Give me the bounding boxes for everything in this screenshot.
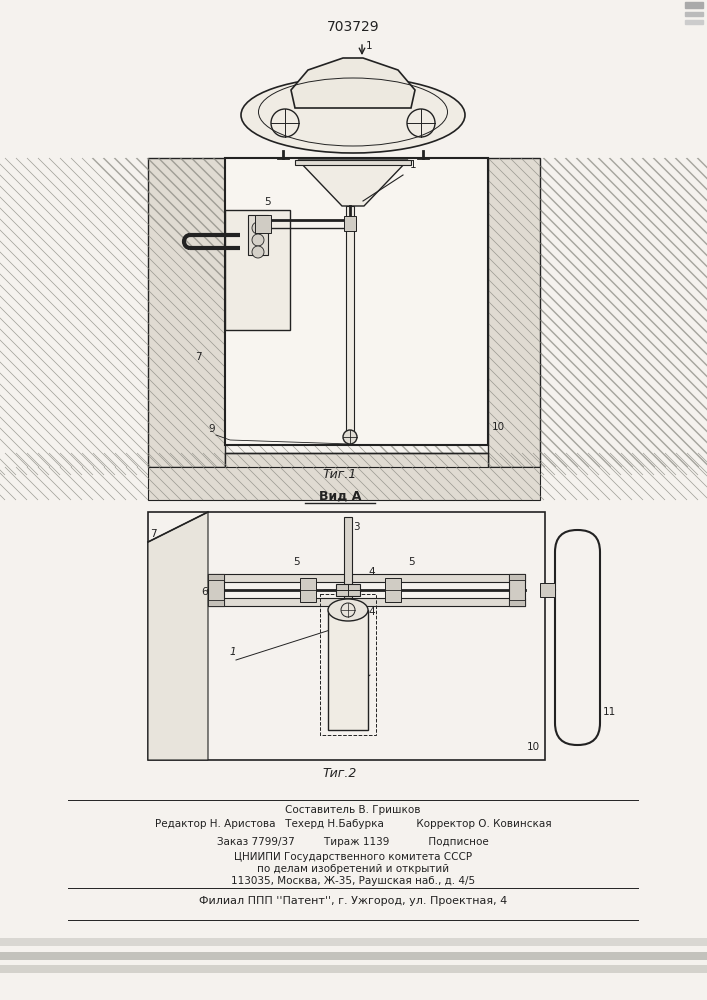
FancyBboxPatch shape xyxy=(555,530,600,745)
Bar xyxy=(320,594,376,735)
Text: Τиг.1: Τиг.1 xyxy=(323,468,357,481)
Bar xyxy=(509,574,525,606)
Bar xyxy=(344,517,352,598)
Bar xyxy=(0,938,707,946)
Text: 3: 3 xyxy=(353,522,360,532)
Bar xyxy=(344,216,356,231)
Text: 703729: 703729 xyxy=(327,20,380,34)
Text: 5: 5 xyxy=(264,197,271,207)
Bar xyxy=(336,584,360,596)
Polygon shape xyxy=(148,512,208,760)
Bar xyxy=(509,600,525,606)
Bar xyxy=(148,467,540,500)
Bar xyxy=(225,453,488,475)
Text: 4: 4 xyxy=(265,292,271,302)
Text: 2: 2 xyxy=(274,210,281,220)
Text: 6: 6 xyxy=(240,317,247,327)
Ellipse shape xyxy=(328,599,368,621)
Bar xyxy=(385,578,401,602)
Bar xyxy=(0,952,707,960)
Bar xyxy=(346,206,354,437)
Text: 3: 3 xyxy=(278,224,285,234)
Text: 7: 7 xyxy=(195,352,201,362)
Bar xyxy=(540,583,555,597)
Text: ЦНИИПИ Государственного комитета СССР: ЦНИИПИ Государственного комитета СССР xyxy=(234,852,472,862)
Text: 1: 1 xyxy=(343,682,350,692)
Text: 1: 1 xyxy=(410,160,416,170)
Bar xyxy=(300,578,316,602)
Bar xyxy=(685,2,703,8)
Bar xyxy=(255,215,271,233)
Text: 1: 1 xyxy=(230,647,237,657)
Text: Вид A: Вид A xyxy=(319,490,361,503)
Bar xyxy=(208,600,224,606)
Text: 10: 10 xyxy=(492,422,505,432)
Text: 5: 5 xyxy=(293,557,300,567)
Bar xyxy=(208,574,224,606)
Bar xyxy=(225,210,290,330)
Circle shape xyxy=(252,234,264,246)
Text: 7: 7 xyxy=(150,529,157,539)
Text: Филиал ППП ''Патент'', г. Ужгород, ул. Проектная, 4: Филиал ППП ''Патент'', г. Ужгород, ул. П… xyxy=(199,896,507,906)
Text: по делам изобретений и открытий: по делам изобретений и открытий xyxy=(257,864,449,874)
Text: Τиг.2: Τиг.2 xyxy=(323,767,357,780)
Bar xyxy=(328,610,368,730)
Text: 4: 4 xyxy=(368,567,375,577)
Bar xyxy=(208,574,224,580)
Circle shape xyxy=(407,109,435,137)
Text: Редактор Н. Аристова   Техерд Н.Бабурка          Корректор О. Ковинская: Редактор Н. Аристова Техерд Н.Бабурка Ко… xyxy=(155,819,551,829)
Text: 4: 4 xyxy=(255,262,262,272)
Ellipse shape xyxy=(241,77,465,153)
Text: 4: 4 xyxy=(237,240,244,250)
Text: 11: 11 xyxy=(603,707,617,717)
Circle shape xyxy=(271,109,299,137)
Text: 9: 9 xyxy=(209,424,215,434)
Bar xyxy=(488,158,540,467)
Bar xyxy=(208,598,525,606)
Text: Составитель В. Гришков: Составитель В. Гришков xyxy=(285,805,421,815)
Circle shape xyxy=(343,430,357,444)
Bar xyxy=(509,574,525,580)
Circle shape xyxy=(252,222,264,234)
Bar xyxy=(225,158,488,445)
Bar xyxy=(295,160,411,165)
Text: Заказ 7799/37         Тираж 1139            Подписное: Заказ 7799/37 Тираж 1139 Подписное xyxy=(217,837,489,847)
Text: 113035, Москва, Ж-35, Раушская наб., д. 4/5: 113035, Москва, Ж-35, Раушская наб., д. … xyxy=(231,876,475,886)
Text: 1: 1 xyxy=(366,41,373,51)
Polygon shape xyxy=(298,160,408,206)
Text: 10: 10 xyxy=(527,742,540,752)
Text: 4: 4 xyxy=(368,607,375,617)
Bar xyxy=(208,574,525,582)
Bar xyxy=(685,12,703,16)
Text: 6: 6 xyxy=(201,587,208,597)
Bar xyxy=(685,20,703,24)
Text: 5: 5 xyxy=(408,557,414,567)
Bar xyxy=(148,512,545,760)
Polygon shape xyxy=(291,58,415,108)
Bar xyxy=(248,215,268,255)
Bar xyxy=(148,158,225,467)
Circle shape xyxy=(252,246,264,258)
Bar xyxy=(0,965,707,973)
